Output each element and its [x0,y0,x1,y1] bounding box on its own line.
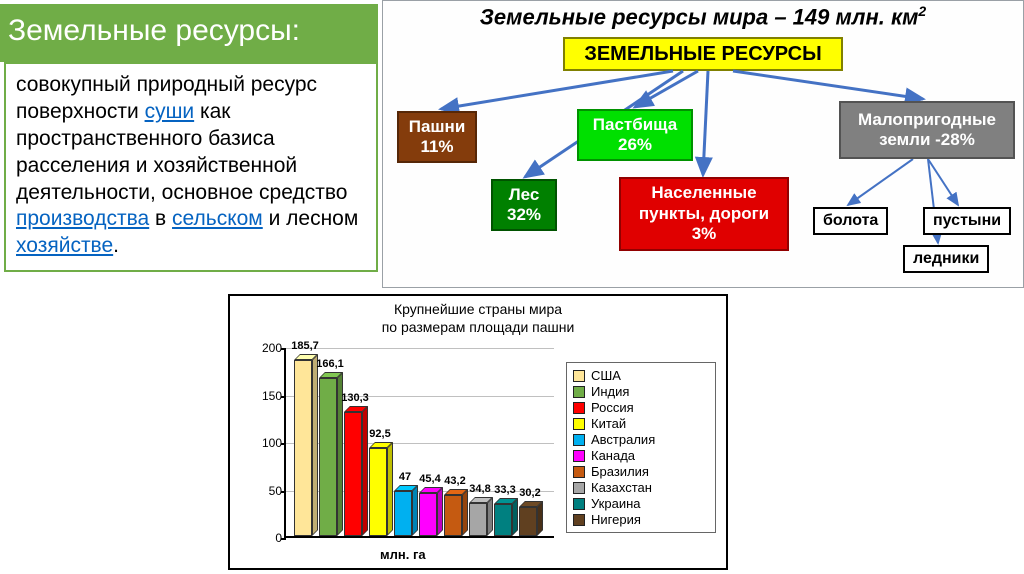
link-forestry[interactable]: хозяйстве [16,234,113,257]
bar-value: 47 [399,471,411,483]
bar-value: 166,1 [316,358,344,370]
ytick: 50 [250,484,282,498]
bar-value: 33,3 [494,484,515,496]
page-title: Земельные ресурсы: [0,4,378,62]
leaf-ledniki: ледники [903,245,989,273]
def-text: в [149,207,172,230]
node-malo: Малопригодныеземли -28% [839,101,1015,159]
link-sushi[interactable]: суши [145,100,195,123]
chart-title-l2: по размерам площади пашни [230,318,726,336]
bar-value: 130,3 [341,392,369,404]
ytick: 200 [250,341,282,355]
legend-item: Россия [573,400,709,415]
chart-plot-area: 050100150200185,7166,1130,392,54745,443,… [284,348,554,538]
node-nasel: Населенныепункты, дороги3% [619,177,789,251]
legend-item: Китай [573,416,709,431]
legend-item: Индия [573,384,709,399]
bar-value: 92,5 [369,428,390,440]
legend-item: Канада [573,448,709,463]
legend-item: Австралия [573,432,709,447]
def-text: и лесном [263,207,359,230]
ytick: 100 [250,436,282,450]
node-pashni: Пашни11% [397,111,477,163]
chart-title: Крупнейшие страны мира по размерам площа… [230,296,726,336]
node-les: Лес32% [491,179,557,231]
legend-item: Украина [573,496,709,511]
bar-value: 43,2 [444,475,465,487]
title-text: Земельные ресурсы: [8,14,300,47]
legend-item: США [573,368,709,383]
def-text: . [113,234,119,257]
leaf-pustyni: пустыни [923,207,1011,235]
bar-value: 185,7 [291,340,319,352]
chart-title-l1: Крупнейшие страны мира [230,300,726,318]
x-axis-label: млн. га [380,547,426,562]
leaf-bolota: болота [813,207,888,235]
legend-item: Бразилия [573,464,709,479]
resource-diagram: Земельные ресурсы мира – 149 млн. км2 ЗЕ… [382,0,1024,288]
chart-legend: СШАИндияРоссияКитайАвстралияКанадаБразил… [566,362,716,533]
bar-value: 34,8 [469,483,490,495]
bar-chart: Крупнейшие страны мира по размерам площа… [228,294,728,570]
link-agriculture[interactable]: сельском [172,207,263,230]
ytick: 150 [250,389,282,403]
ytick: 0 [250,531,282,545]
link-production[interactable]: производства [16,207,149,230]
node-pastb: Пастбища26% [577,109,693,161]
legend-item: Казахстан [573,480,709,495]
bar-value: 45,4 [419,473,440,485]
definition-box: совокупный природный ресурс поверхности … [4,62,378,272]
bar-value: 30,2 [519,487,540,499]
legend-item: Нигерия [573,512,709,527]
